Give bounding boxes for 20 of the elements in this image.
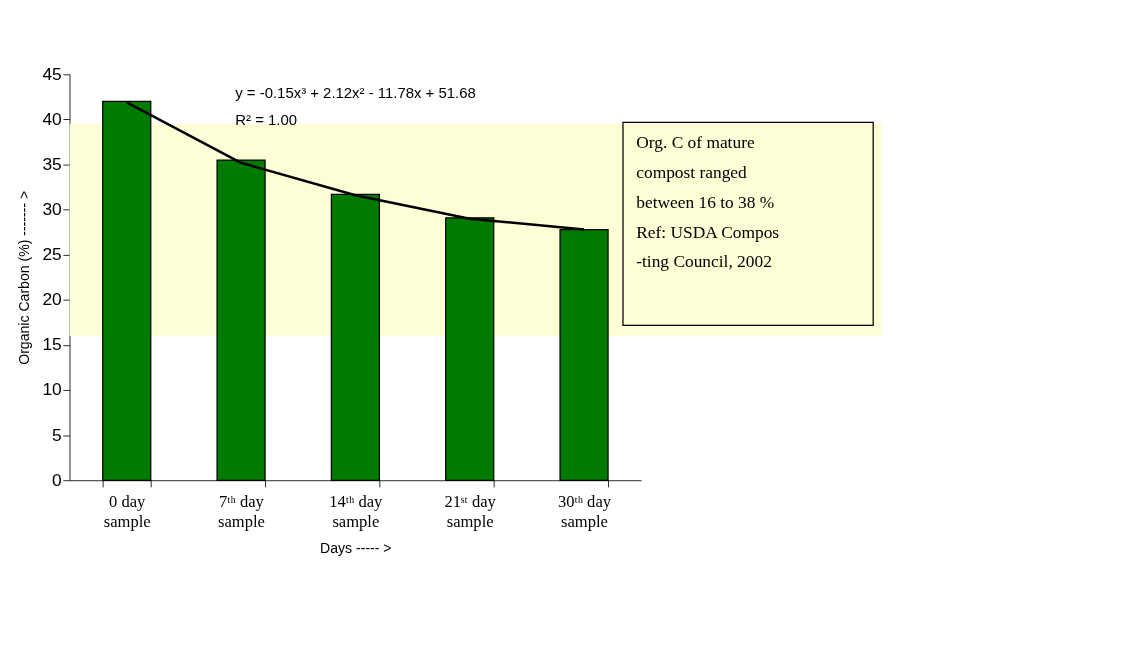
annotation: R² = 1.00 xyxy=(235,111,298,128)
y-tick-label: 20 xyxy=(42,289,62,310)
x-tick-label: 7ᵗʰ day sample xyxy=(218,492,265,532)
y-tick-label: 45 xyxy=(42,63,62,84)
y-tick-label: 5 xyxy=(52,424,62,445)
y-axis-title: Organic Carbon (%) ------- > xyxy=(16,190,33,365)
y-tick-label: 0 xyxy=(52,469,62,490)
y-tick-label: 15 xyxy=(42,334,62,355)
x-tick-label: 0 day sample xyxy=(103,492,151,532)
x-tick-label: 21ˢᵗ day sample xyxy=(444,492,497,532)
y-tick-label: 30 xyxy=(42,199,62,220)
x-tick-label: 30ᵗʰ day sample xyxy=(557,492,612,532)
y-tick-label: 10 xyxy=(42,379,62,400)
y-tick-label: 25 xyxy=(42,244,62,265)
x-axis-title: Days ----- > xyxy=(320,539,392,556)
annotation: Org. C of mature compost ranged between 16 to 38 % Ref: USDA Compos -ting Council, 2002 xyxy=(636,133,780,272)
y-tick-label: 40 xyxy=(42,108,62,129)
y-tick-label: 35 xyxy=(42,153,62,174)
annotation: y = -0.15x³ + 2.12x² - 11.78x + 51.68 xyxy=(235,85,476,102)
x-tick-label: 14ᵗʰ day sample xyxy=(329,492,384,532)
